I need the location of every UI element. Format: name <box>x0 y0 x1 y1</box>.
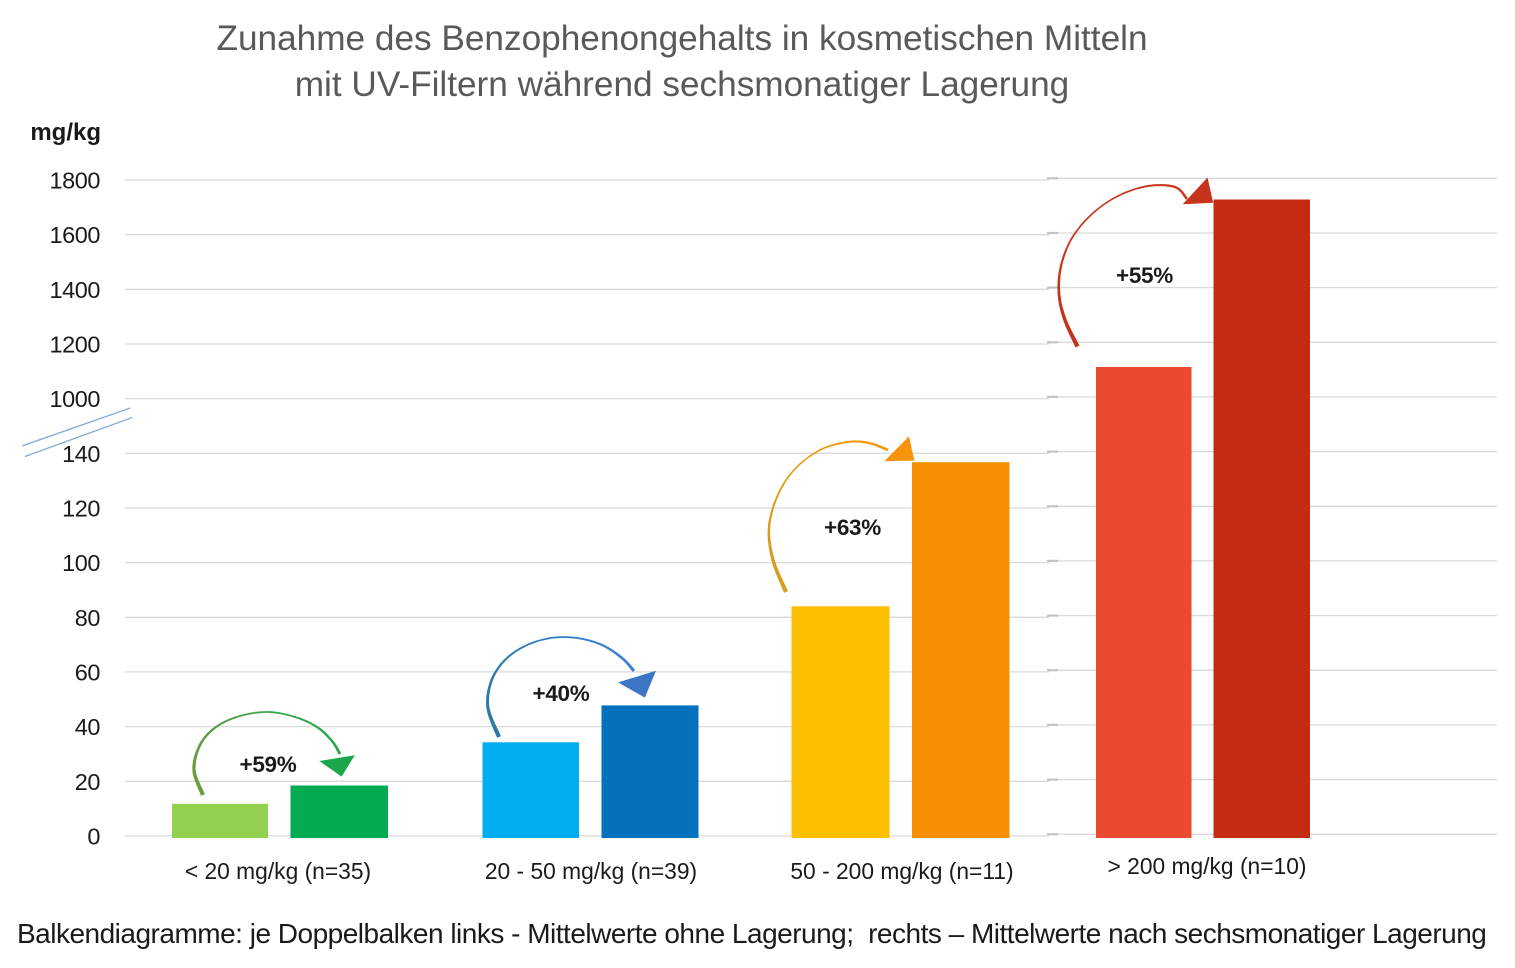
svg-text:0: 0 <box>87 823 100 849</box>
svg-text:60: 60 <box>75 659 101 685</box>
svg-text:+63%: +63% <box>824 515 881 540</box>
svg-text:80: 80 <box>75 605 101 631</box>
svg-text:20 - 50 mg/kg (n=39): 20 - 50 mg/kg (n=39) <box>485 858 697 884</box>
svg-text:100: 100 <box>62 550 100 576</box>
svg-text:120: 120 <box>62 495 100 521</box>
svg-text:40: 40 <box>75 714 101 740</box>
svg-text:1200: 1200 <box>50 331 101 357</box>
svg-text:1000: 1000 <box>50 386 101 412</box>
svg-text:140: 140 <box>62 441 100 467</box>
svg-text:1600: 1600 <box>50 222 101 248</box>
svg-text:+55%: +55% <box>1116 263 1173 288</box>
svg-text:< 20 mg/kg (n=35): < 20 mg/kg (n=35) <box>185 858 371 884</box>
svg-text:> 200 mg/kg (n=10): > 200 mg/kg (n=10) <box>1108 853 1307 879</box>
svg-text:1800: 1800 <box>50 168 101 194</box>
svg-text:mit UV-Filtern während sechsmo: mit UV-Filtern während sechsmonatiger La… <box>295 65 1070 104</box>
svg-text:Zunahme des Benzophenongehalts: Zunahme des Benzophenongehalts in kosmet… <box>216 19 1147 58</box>
svg-text:Balkendiagramme: je Doppelbalk: Balkendiagramme: je Doppelbalken links -… <box>17 918 1486 949</box>
svg-text:mg/kg: mg/kg <box>30 119 101 146</box>
svg-text:50 - 200 mg/kg (n=11): 50 - 200 mg/kg (n=11) <box>790 858 1013 884</box>
svg-text:1400: 1400 <box>50 277 101 303</box>
svg-text:20: 20 <box>75 769 101 795</box>
svg-text:+40%: +40% <box>533 681 590 706</box>
svg-text:+59%: +59% <box>240 752 297 777</box>
